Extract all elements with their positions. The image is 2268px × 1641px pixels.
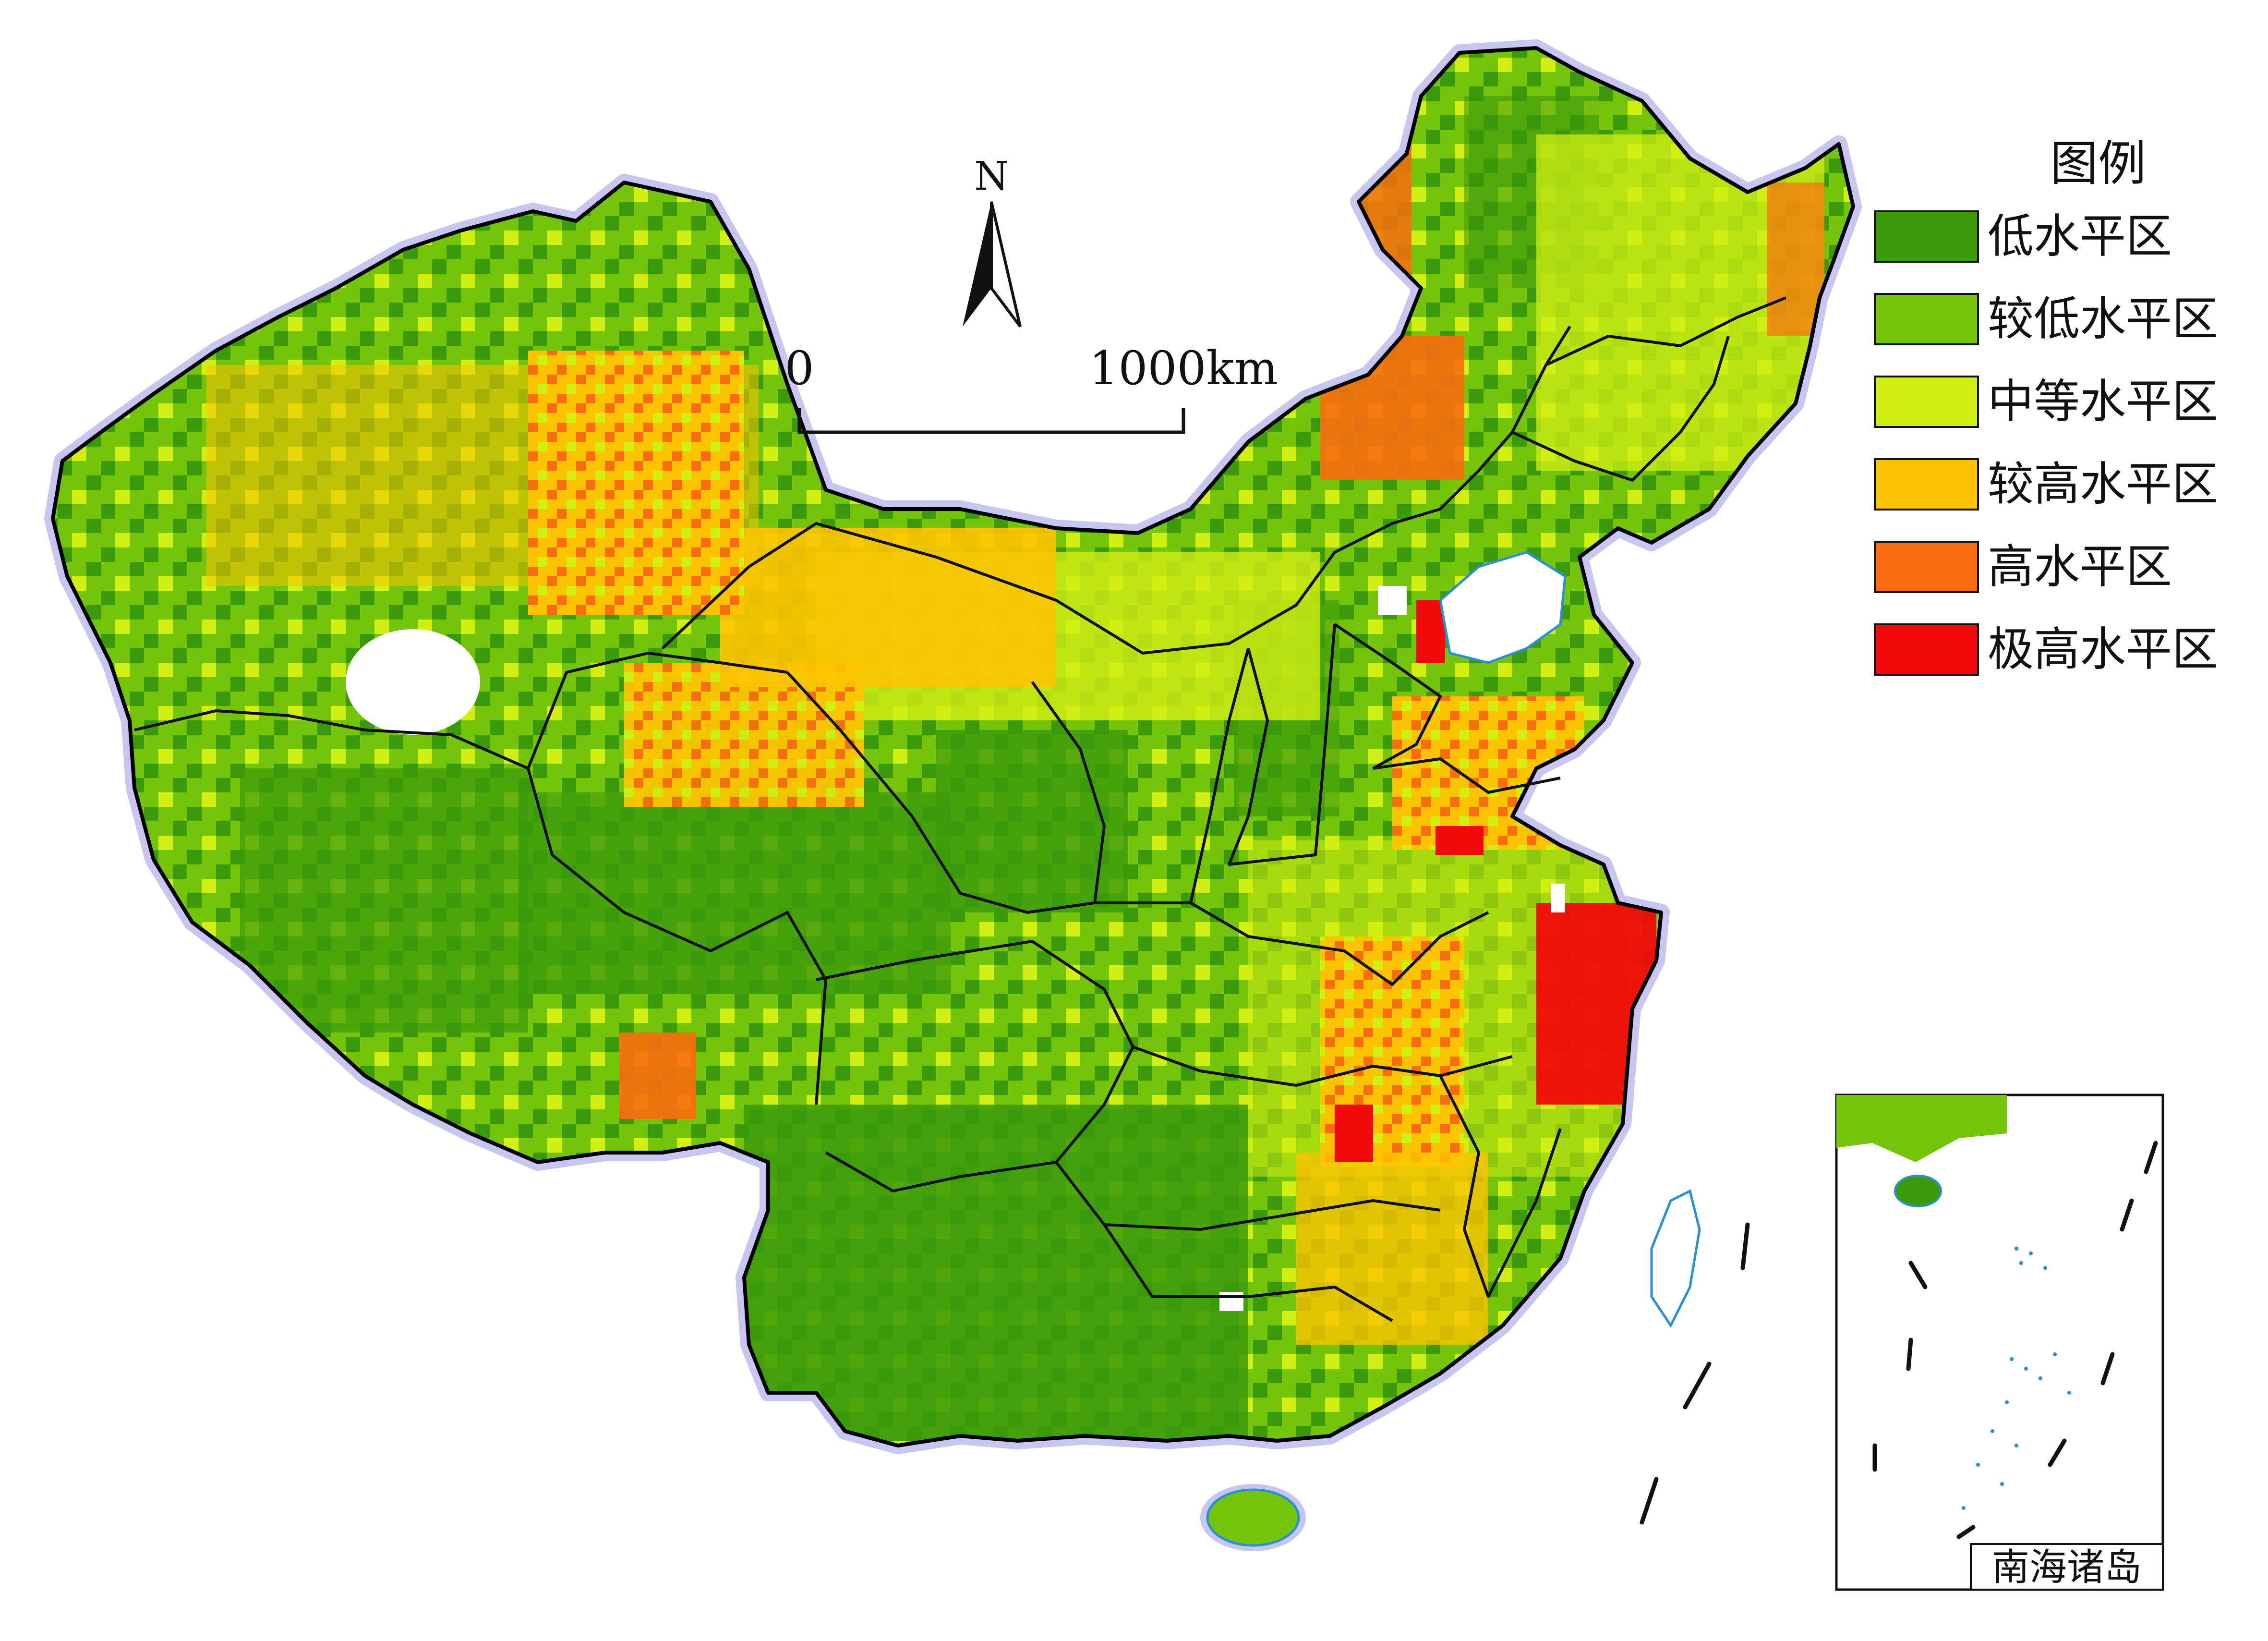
inset-label-box: [1970, 1543, 2164, 1591]
border-hebei: [1334, 623, 1442, 770]
legend-label: 中等水平区: [1988, 375, 2218, 428]
bohai-sea: [1439, 551, 1567, 664]
legend-label: 高水平区: [1988, 540, 2172, 594]
legend-swatch: [1874, 376, 1979, 428]
legend-label: 较低水平区: [1988, 292, 2218, 346]
border-hubei-hunan: [1132, 1045, 1513, 1087]
scale-bar: 0 1000km: [784, 341, 1278, 434]
north-label: N: [974, 154, 1009, 199]
border-sichuan: [816, 940, 1134, 1192]
inset-boundary-dashes: [1872, 1141, 2158, 1539]
border-guangxi-guangdong: [1103, 1224, 1393, 1322]
inset-mainland: [1836, 1095, 2007, 1162]
border-xinjiang-tibet: [134, 709, 529, 770]
south-china-sea-inset: 南海诸岛: [1835, 1094, 2164, 1591]
border-northeast: [1511, 336, 1730, 482]
border-guizhou: [1055, 1161, 1441, 1231]
border-tibet-qinghai: [527, 768, 827, 1105]
legend-swatch: [1874, 458, 1979, 511]
border-henan-hubei: [1190, 901, 1489, 986]
legend-swatch: [1874, 623, 1979, 676]
border-jiangxi-fujian: [1439, 1075, 1562, 1298]
border-shaanxi: [1095, 648, 1250, 904]
hainan-island: [1200, 1484, 1306, 1551]
north-arrow: N: [963, 154, 1022, 328]
legend-label: 低水平区: [1988, 209, 2172, 263]
maritime-boundary-dashes: [1640, 1222, 1750, 1525]
border-shanxi: [1228, 624, 1336, 866]
border-gansu: [786, 671, 1106, 914]
legend-swatch: [1874, 210, 1979, 263]
border-jilin-hlj: [1545, 296, 1787, 366]
inset-hainan: [1894, 1175, 1942, 1207]
scale-end-label: 1000km: [1089, 341, 1278, 395]
choropleth-raster: [53, 48, 1853, 1446]
provincial-borders: [134, 296, 1787, 1322]
border-shandong: [1373, 757, 1561, 794]
legend-title: 图例: [2050, 135, 2146, 192]
inset-islands: [1962, 1247, 2071, 1510]
legend-label: 较高水平区: [1988, 457, 2218, 511]
border-inner-mongolia: [661, 326, 1571, 655]
border-xinjiang-qinghai: [527, 652, 788, 769]
scale-start-label: 0: [784, 341, 814, 395]
legend-label: 极高水平区: [1988, 622, 2218, 676]
inset-label: 南海诸岛: [1992, 1546, 2142, 1589]
legend-swatch: [1874, 293, 1979, 345]
inset-frame: [1835, 1094, 2164, 1591]
taiwan-island: [1650, 1189, 1701, 1328]
legend-swatch: [1874, 541, 1979, 593]
